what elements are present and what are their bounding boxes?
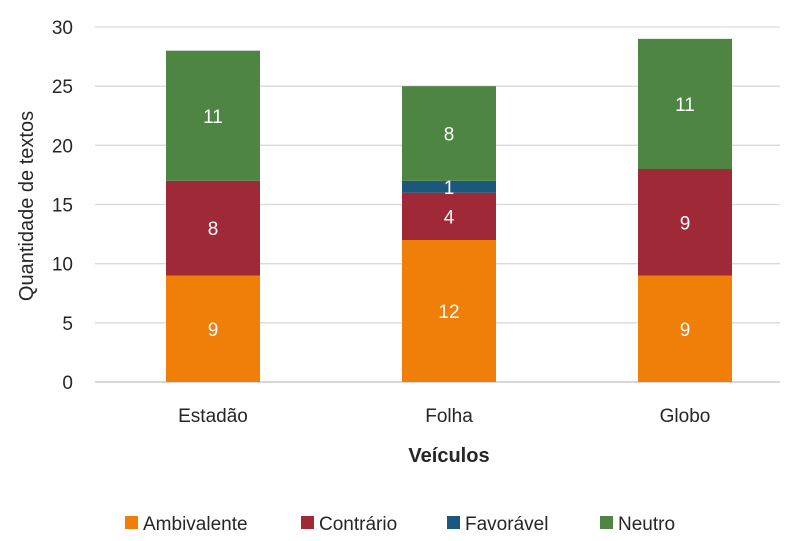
data-label: 8 (208, 219, 219, 240)
legend-label: Favorável (465, 514, 548, 535)
y-tick-label: 10 (52, 255, 73, 276)
y-tick-label: 0 (62, 373, 73, 394)
data-label: 12 (438, 302, 459, 323)
x-category-label: Folha (425, 406, 473, 427)
y-tick-label: 15 (52, 196, 73, 217)
legend-label: Contrário (319, 514, 397, 535)
data-label: 9 (680, 213, 691, 234)
bar-segment (166, 180, 260, 276)
legend-swatch (301, 516, 314, 529)
legend: Ambivalente Contrário Favorável Neutro (125, 514, 675, 535)
y-tick-label: 25 (52, 77, 73, 98)
data-label: 11 (203, 107, 223, 128)
y-tick-label: 5 (62, 314, 73, 335)
bar-segment (638, 38, 732, 170)
bar-segment (402, 240, 496, 382)
legend-swatch (600, 516, 613, 529)
data-label: 4 (444, 207, 455, 228)
data-label: 9 (680, 320, 691, 341)
bar-segment (638, 275, 732, 382)
legend-label: Ambivalente (143, 514, 248, 535)
legend-item: Favorável (447, 514, 548, 535)
legend-swatch (447, 516, 460, 529)
legend-label: Neutro (618, 514, 675, 535)
legend-item: Contrário (301, 514, 397, 535)
data-labels: 9 8 11 12 4 1 8 9 9 11 (203, 95, 695, 341)
y-axis-ticks: 0 5 10 15 20 25 30 (52, 18, 73, 394)
y-tick-label: 20 (52, 136, 73, 157)
x-category-label: Globo (660, 406, 711, 427)
legend-item: Ambivalente (125, 514, 248, 535)
bar-segment (402, 180, 496, 193)
legend-swatch (125, 516, 138, 529)
data-label: 1 (444, 178, 455, 199)
data-label: 11 (675, 95, 695, 116)
x-axis-categories: Estadão Folha Globo (178, 406, 710, 427)
y-tick-label: 30 (52, 18, 73, 39)
data-label: 8 (444, 125, 455, 146)
bar-segment (166, 275, 260, 382)
x-axis-title: Veículos (408, 445, 489, 467)
bar-segment (638, 169, 732, 276)
data-label: 9 (208, 320, 219, 341)
bar-segment (402, 192, 496, 240)
x-category-label: Estadão (178, 406, 248, 427)
legend-item: Neutro (600, 514, 675, 535)
bar-segment (402, 86, 496, 181)
y-axis-title: Quantidade de textos (16, 111, 38, 301)
bars (166, 38, 732, 382)
bar-segment (166, 50, 260, 181)
